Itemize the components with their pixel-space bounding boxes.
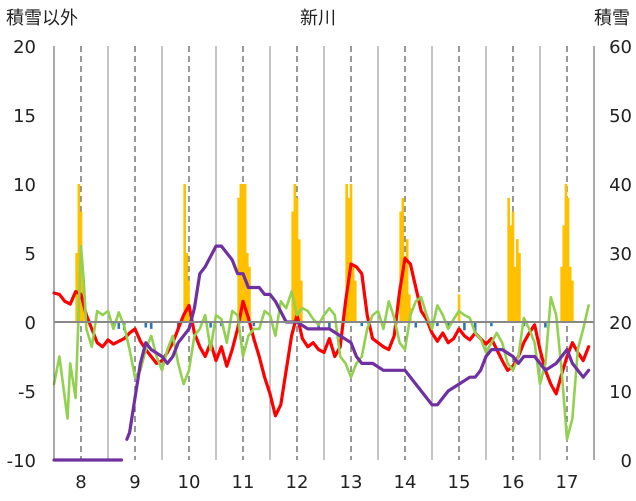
x-tick-label: 14 <box>394 472 417 493</box>
bar <box>291 211 294 322</box>
y-left-tick-label: 10 <box>13 175 36 196</box>
x-tick-label: 15 <box>448 472 471 493</box>
bar <box>252 322 256 327</box>
bar <box>248 266 251 322</box>
bar <box>243 184 247 322</box>
bar <box>345 184 348 322</box>
bar <box>566 197 570 322</box>
bar <box>562 225 566 322</box>
y-right-tick-label: 10 <box>609 382 632 403</box>
bar <box>77 184 81 322</box>
bar <box>239 184 243 322</box>
bar <box>185 253 189 322</box>
y-right-tick-label: 40 <box>609 175 632 196</box>
x-tick-label: 16 <box>502 472 525 493</box>
bar <box>568 266 572 322</box>
y-right-tick-label: 0 <box>621 451 632 472</box>
bar <box>328 322 331 328</box>
y-right-tick-label: 60 <box>609 37 632 58</box>
bar <box>351 266 355 322</box>
bar <box>509 225 513 322</box>
bar <box>347 197 351 322</box>
y-left-tick-label: 20 <box>13 37 36 58</box>
left-axis-title: 積雪以外 <box>6 8 78 29</box>
bar <box>399 211 402 322</box>
bar <box>360 322 364 327</box>
bar <box>544 322 547 328</box>
bar <box>513 266 517 322</box>
bar <box>405 239 409 322</box>
bar <box>436 322 439 327</box>
y-left-tick-label: 5 <box>25 244 36 265</box>
bar <box>241 184 245 322</box>
y-right-tick-label: 50 <box>609 106 632 127</box>
bar <box>75 253 78 322</box>
right-axis-title: 積雪 <box>594 8 630 29</box>
x-tick-label: 12 <box>286 472 309 493</box>
bar <box>564 184 568 322</box>
bar <box>293 184 297 322</box>
y-right-tick-label: 30 <box>609 244 632 265</box>
bar <box>571 280 574 322</box>
x-tick-label: 9 <box>129 472 140 493</box>
x-tick-label: 11 <box>232 472 255 493</box>
bar <box>403 266 407 322</box>
bar <box>354 280 357 322</box>
x-tick-label: 17 <box>556 472 579 493</box>
bar <box>183 184 186 322</box>
bar <box>300 280 303 322</box>
bar <box>518 253 521 322</box>
y-right-tick-label: 20 <box>609 313 632 334</box>
series-line <box>52 244 591 462</box>
bar <box>112 322 115 327</box>
bar <box>117 322 121 329</box>
series-line <box>52 256 591 418</box>
chart-title: 新川 <box>300 8 336 29</box>
axes <box>53 46 595 460</box>
bar <box>187 280 190 322</box>
bar <box>401 197 405 322</box>
bar <box>463 322 466 331</box>
bar <box>516 239 519 322</box>
bar <box>473 322 477 334</box>
y-left-tick-label: -10 <box>7 451 36 472</box>
bar <box>237 197 240 322</box>
x-tick-label: 13 <box>340 472 363 493</box>
y-left-tick-label: 0 <box>25 313 36 334</box>
bar <box>144 322 148 328</box>
bar <box>349 184 353 322</box>
x-tick-label: 10 <box>178 472 201 493</box>
bar <box>511 211 515 322</box>
y-left-tick-label: -5 <box>18 382 36 403</box>
bar <box>490 322 493 327</box>
bar <box>457 294 461 322</box>
bar <box>414 322 418 328</box>
bar <box>209 322 212 328</box>
x-tick-label: 8 <box>75 472 86 493</box>
bar <box>149 322 153 329</box>
y-left-tick-label: 15 <box>13 106 36 127</box>
bar <box>297 239 301 322</box>
bar <box>295 197 299 322</box>
bar <box>507 197 510 322</box>
bar <box>560 266 563 322</box>
